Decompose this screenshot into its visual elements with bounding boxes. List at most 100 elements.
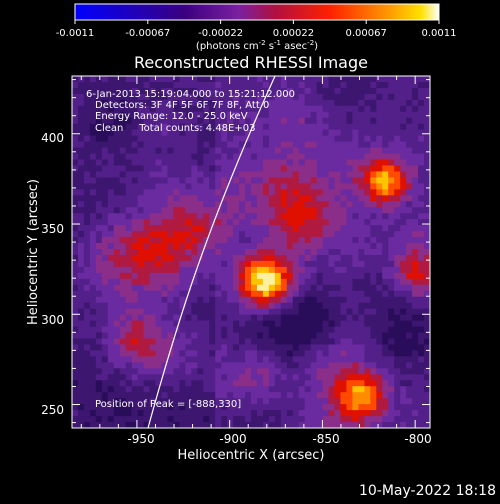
heatmap-cell xyxy=(388,135,395,143)
heatmap-cell xyxy=(131,392,139,399)
heatmap-cell xyxy=(107,374,115,381)
heatmap-cell xyxy=(304,183,312,190)
heatmap-cell xyxy=(334,326,341,333)
heatmap-cell xyxy=(101,93,109,101)
heatmap-cell xyxy=(334,76,341,83)
heatmap-cell xyxy=(185,356,192,363)
colorbar-ticks xyxy=(74,20,440,24)
heatmap-cell xyxy=(274,183,282,190)
heatmap-cell xyxy=(268,123,276,131)
heatmap-cell xyxy=(274,81,282,89)
heatmap-cell xyxy=(221,177,228,184)
heatmap-cell xyxy=(328,117,335,125)
heatmap-cell xyxy=(251,159,258,166)
heatmap-cell xyxy=(310,147,318,154)
heatmap-cell xyxy=(101,231,109,238)
heatmap-cell xyxy=(101,243,109,250)
heatmap-cell xyxy=(197,117,204,125)
heatmap-cell xyxy=(352,368,359,375)
heatmap-cell xyxy=(370,302,377,310)
heatmap-cell xyxy=(251,290,258,298)
heatmap-cell xyxy=(334,123,341,131)
heatmap-cell xyxy=(334,243,341,250)
heatmap-cell xyxy=(358,386,365,393)
heatmap-cell xyxy=(197,260,204,268)
heatmap-cell xyxy=(274,111,282,119)
heatmap-cell xyxy=(406,284,413,292)
heatmap-cell xyxy=(352,219,359,226)
heatmap-cell xyxy=(179,416,186,423)
heatmap-cell xyxy=(424,243,430,250)
heatmap-cell xyxy=(286,416,294,423)
heatmap-cell xyxy=(274,296,282,304)
heatmap-cell xyxy=(358,374,365,381)
heatmap-cell xyxy=(262,249,270,256)
heatmap-cell xyxy=(107,93,115,101)
colorbar xyxy=(74,3,440,21)
heatmap-cell xyxy=(239,165,246,172)
heatmap-cell xyxy=(406,117,413,125)
heatmap-cell xyxy=(251,219,258,226)
heatmap-cell xyxy=(155,254,162,262)
heatmap-cell xyxy=(346,243,353,250)
heatmap-cell xyxy=(215,350,222,357)
heatmap-cell xyxy=(268,284,276,292)
heatmap-cell xyxy=(394,93,401,101)
heatmap-cell xyxy=(239,320,246,327)
heatmap-cell xyxy=(268,302,276,310)
heatmap-cell xyxy=(125,296,133,304)
heatmap-cell xyxy=(310,189,318,196)
heatmap-cell xyxy=(310,165,318,172)
heatmap-cell xyxy=(125,416,133,423)
heatmap-cell xyxy=(72,398,79,405)
heatmap-cell xyxy=(197,368,204,375)
heatmap-cell xyxy=(251,99,258,107)
heatmap-cell xyxy=(203,99,210,107)
heatmap-cell xyxy=(227,117,234,125)
heatmap-cell xyxy=(155,416,162,423)
heatmap-cell xyxy=(286,374,294,381)
heatmap-cell xyxy=(95,362,103,369)
heatmap-cell xyxy=(268,338,276,345)
heatmap-cell xyxy=(328,213,335,220)
heatmap-cell xyxy=(101,350,109,357)
heatmap-cell xyxy=(209,165,216,172)
heatmap-cell xyxy=(185,183,192,190)
heatmap-cell xyxy=(137,159,144,166)
heatmap-cell xyxy=(101,308,109,316)
heatmap-cell xyxy=(418,195,425,202)
heatmap-cell xyxy=(280,302,288,310)
heatmap-cell xyxy=(280,81,288,89)
heatmap-cell xyxy=(137,201,144,208)
heatmap-cell xyxy=(304,87,312,95)
heatmap-cell xyxy=(400,314,407,322)
heatmap-cell xyxy=(191,314,198,322)
heatmap-cell xyxy=(185,380,192,387)
heatmap-cell xyxy=(256,189,264,196)
heatmap-cell xyxy=(167,338,174,345)
heatmap-cell xyxy=(155,76,162,83)
heatmap-cell xyxy=(251,260,258,268)
heatmap-cell xyxy=(161,266,168,274)
heatmap-cell xyxy=(179,296,186,304)
heatmap-cell xyxy=(173,374,180,381)
heatmap-cell xyxy=(340,159,347,166)
heatmap-cell xyxy=(245,278,252,286)
heatmap-cell xyxy=(406,76,413,83)
heatmap-cell xyxy=(191,195,198,202)
heatmap-cell xyxy=(274,231,282,238)
heatmap-cell xyxy=(358,153,365,160)
heatmap-cell xyxy=(418,422,425,428)
heatmap-cell xyxy=(72,308,79,316)
heatmap-cell xyxy=(239,350,246,357)
heatmap-cell xyxy=(72,225,79,232)
heatmap-cell xyxy=(77,99,85,107)
heatmap-cell xyxy=(167,135,174,143)
heatmap-cell xyxy=(268,117,276,125)
heatmap-cell xyxy=(424,272,430,280)
heatmap-cell xyxy=(72,266,79,274)
heatmap-cell xyxy=(256,87,264,95)
heatmap-cell xyxy=(298,338,306,345)
heatmap-cell xyxy=(221,320,228,327)
heatmap-cell xyxy=(340,344,347,351)
